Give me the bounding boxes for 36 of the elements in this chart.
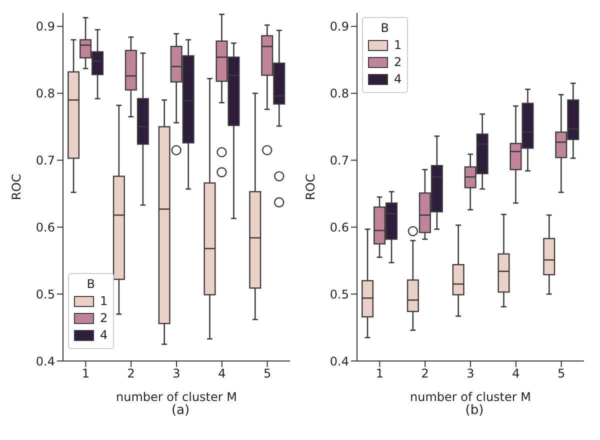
x-tick-label: 4: [512, 366, 520, 381]
x-tick-label: 3: [466, 366, 474, 381]
legend-label: 4: [394, 72, 402, 86]
y-tick-label: 0.8: [36, 86, 55, 101]
text: (b): [464, 403, 485, 418]
y-tick-label: 0.4: [330, 354, 349, 368]
y-tick-label: 0.9: [330, 20, 349, 34]
x-tick-label: 2: [421, 366, 429, 381]
legend-label: 2: [394, 55, 402, 69]
x-tick-label: 1: [376, 366, 384, 381]
x-tick-label: 1: [82, 366, 90, 381]
legend-label: 2: [100, 311, 108, 325]
legend-title: B: [380, 21, 390, 35]
legend-title: B: [86, 277, 96, 291]
x-tick-label: 5: [557, 366, 566, 381]
legend-label: 1: [394, 38, 402, 52]
y-tick-label: 0.8: [330, 86, 349, 101]
y-tick-label: 0.6: [330, 220, 349, 234]
x-tick-label: 3: [172, 366, 180, 381]
y-tick-label: 0.5: [36, 287, 55, 302]
y-tick-label: 0.6: [36, 220, 55, 234]
text: (a): [170, 403, 191, 418]
y-tick-label: 0.7: [330, 153, 349, 168]
y-tick-label: 0.5: [330, 287, 349, 302]
x-tick-label: 5: [263, 366, 272, 381]
y-tick-label: 0.9: [36, 20, 55, 34]
x-axis-title: number of cluster M: [410, 390, 532, 404]
x-tick-label: 4: [218, 366, 226, 381]
y-axis-title: ROC: [303, 174, 318, 200]
legend-label: 4: [100, 328, 108, 342]
legend-label: 1: [100, 294, 108, 308]
y-tick-label: 0.4: [36, 354, 55, 368]
y-tick-label: 0.7: [36, 153, 55, 168]
x-tick-label: 2: [127, 366, 135, 381]
x-axis-title: number of cluster M: [116, 390, 238, 404]
y-axis-title: ROC: [9, 174, 24, 200]
